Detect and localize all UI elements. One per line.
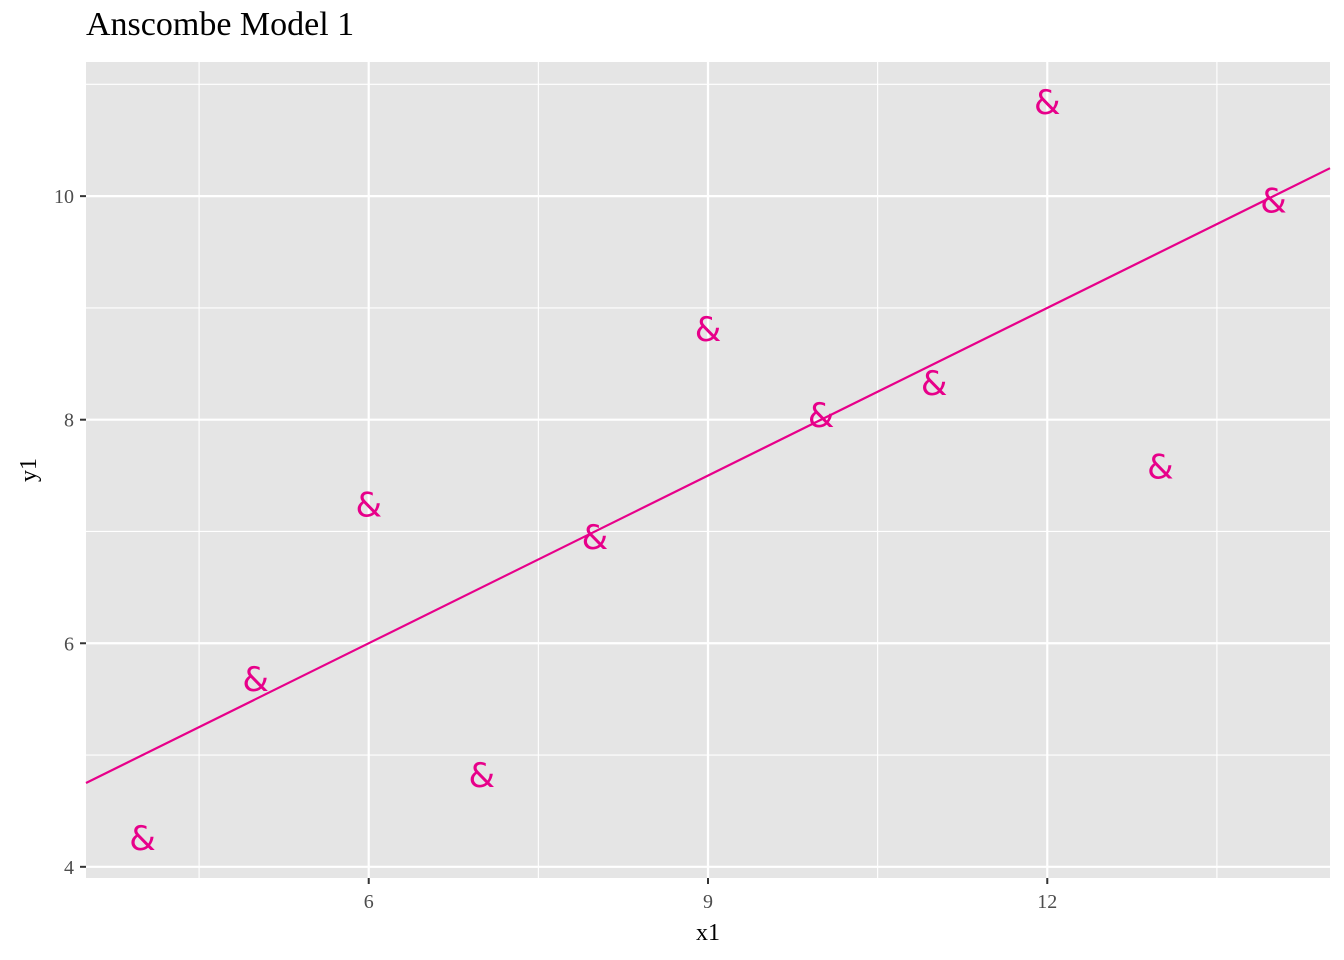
x-tick-label: 6 [364, 891, 374, 913]
x-axis-title: x1 [696, 920, 720, 946]
data-point: & [469, 756, 496, 796]
y-tick-label: 4 [64, 857, 74, 879]
data-point: & [1034, 83, 1061, 123]
data-point: & [921, 364, 948, 404]
y-tick-label: 10 [54, 186, 74, 208]
data-point: & [695, 310, 722, 350]
x-tick-label: 12 [1037, 891, 1057, 913]
data-point: & [355, 486, 382, 526]
y-axis-title: y1 [16, 458, 42, 482]
data-point: & [1147, 448, 1174, 488]
data-point: & [582, 518, 609, 558]
data-points: & & & & & & & & & & & [129, 83, 1286, 859]
data-point: & [242, 660, 269, 700]
data-point: & [1260, 182, 1287, 222]
chart-title: Anscombe Model 1 [86, 6, 355, 43]
x-tick-label: 9 [703, 891, 713, 913]
data-point: & [129, 819, 156, 859]
x-axis-ticks: 6 9 12 [364, 878, 1057, 913]
data-point: & [808, 396, 835, 436]
y-tick-label: 6 [64, 633, 74, 655]
y-tick-label: 8 [64, 410, 74, 432]
y-axis-ticks: 4 6 8 10 [54, 186, 86, 879]
major-gridlines [86, 62, 1330, 878]
regression-line [85, 167, 1331, 784]
